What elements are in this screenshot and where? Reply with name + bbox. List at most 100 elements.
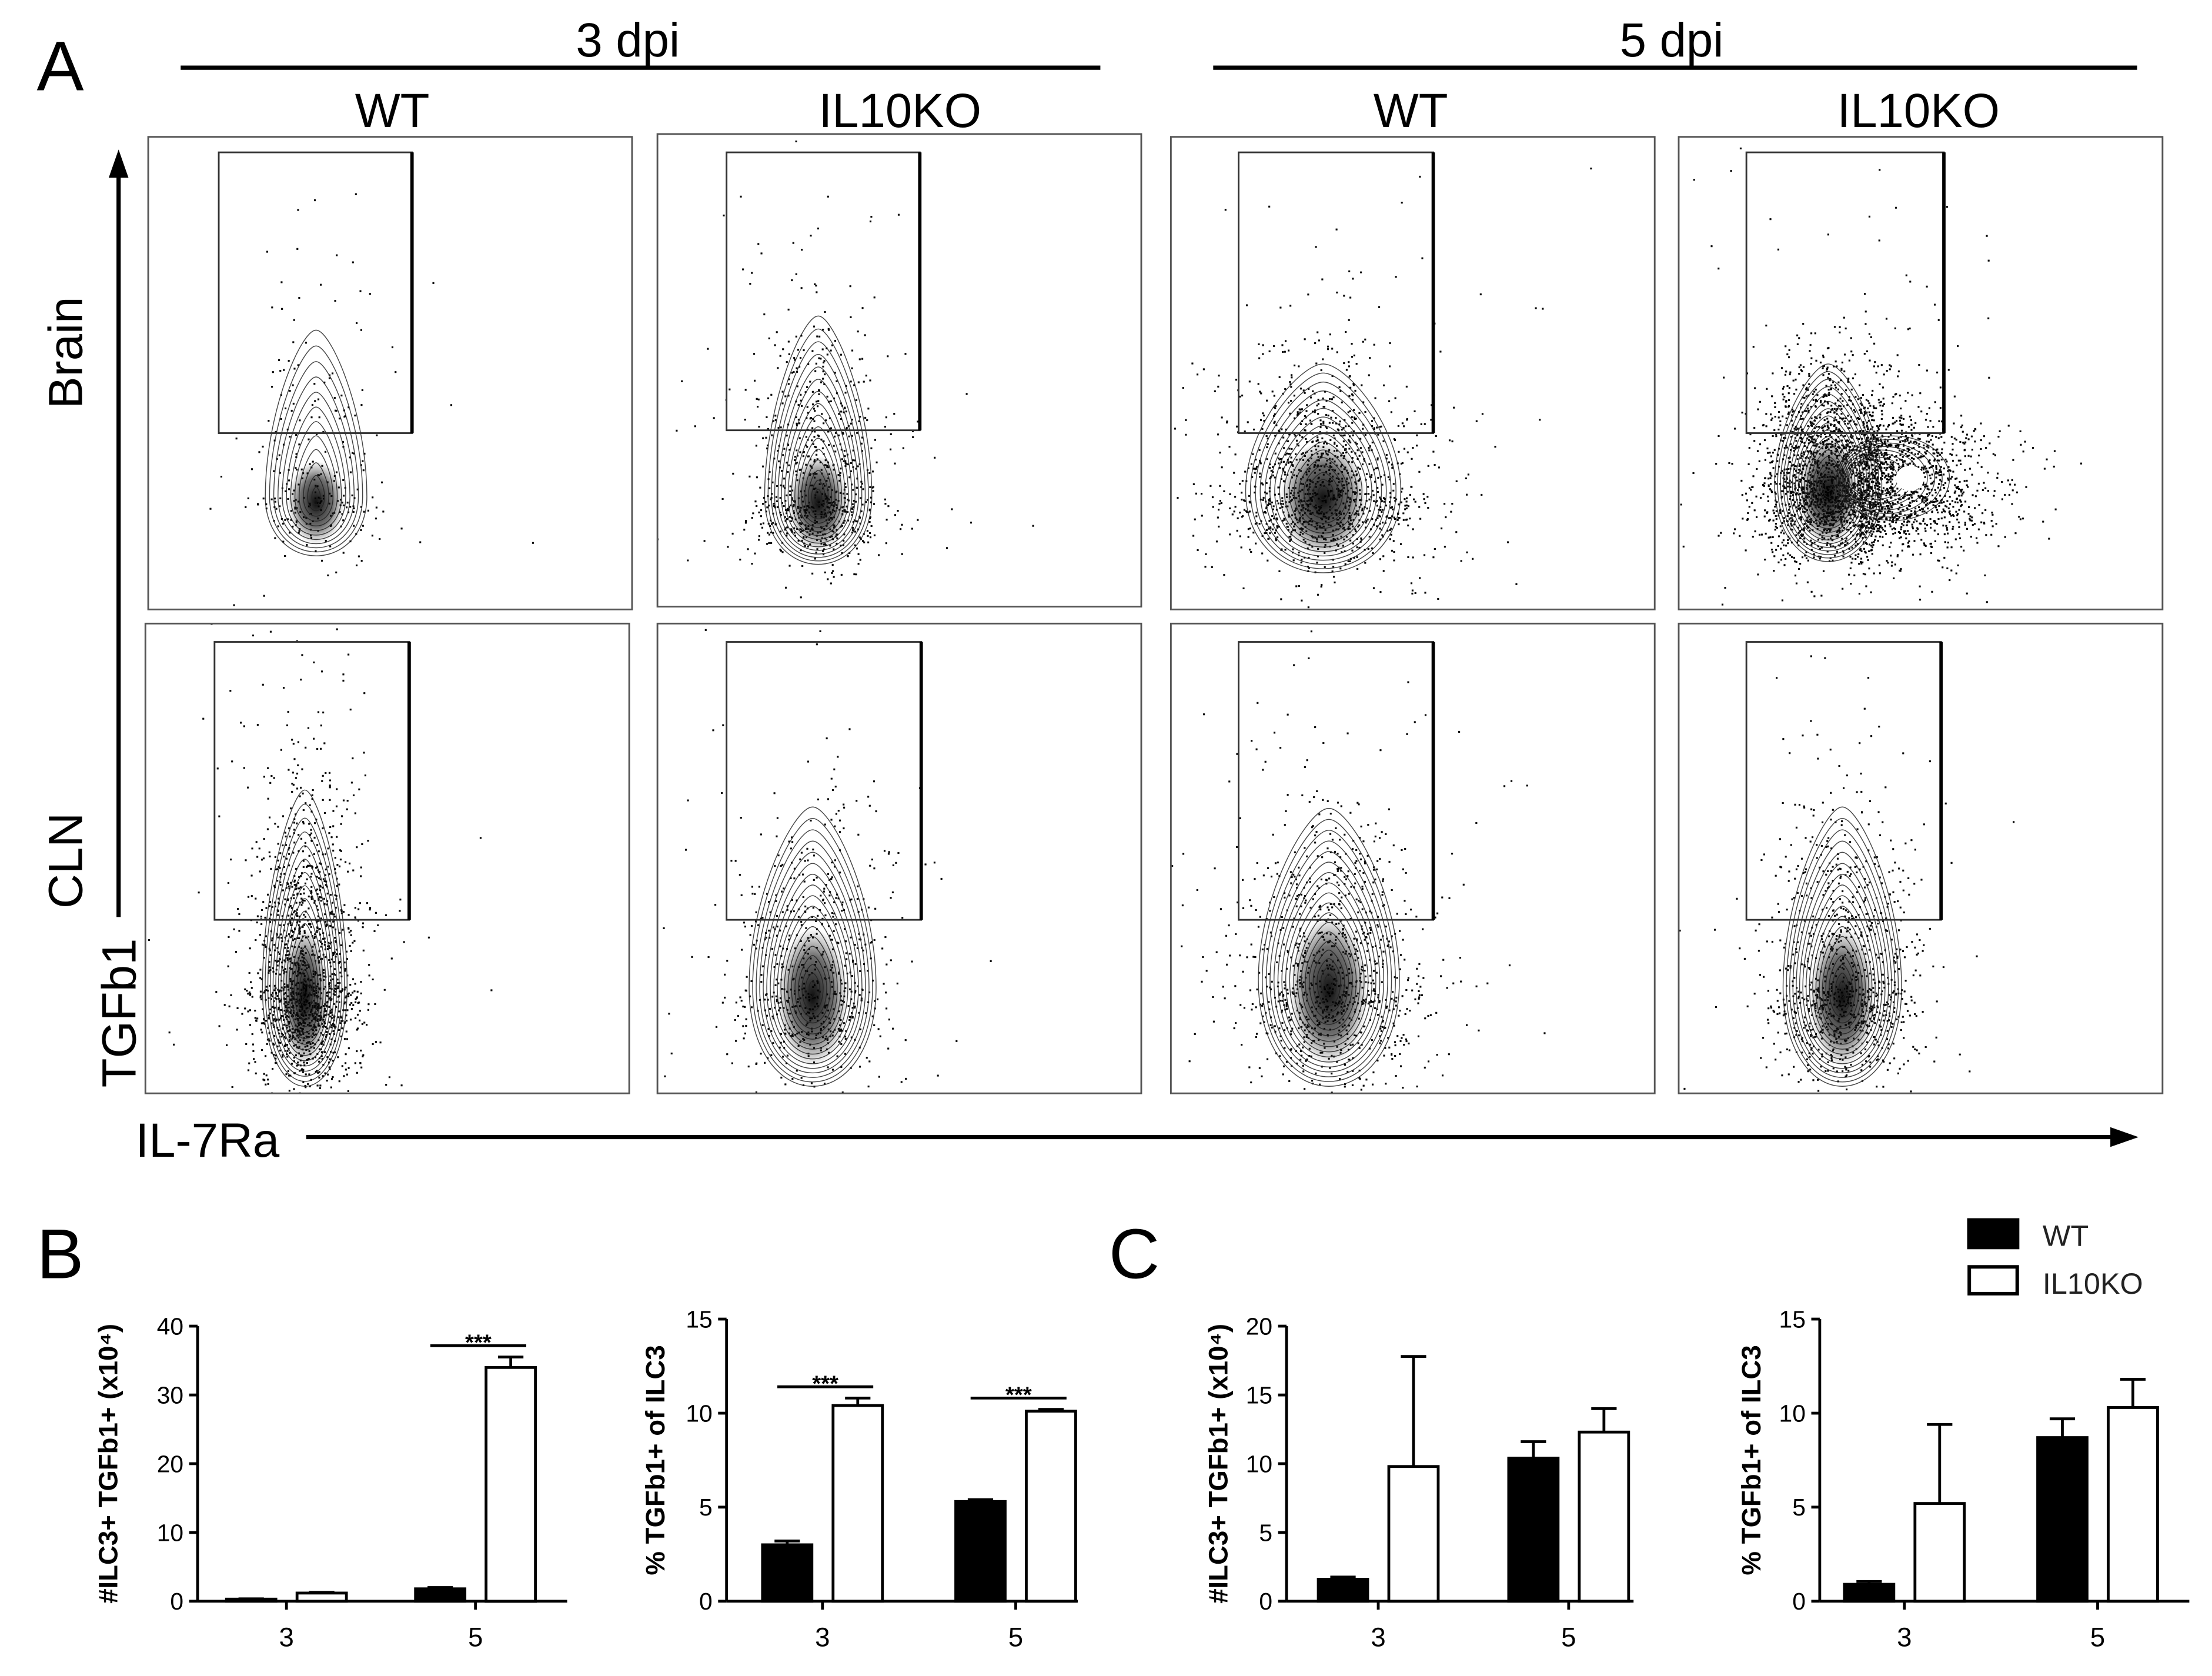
contour-line <box>311 486 321 506</box>
contour-line <box>811 479 826 510</box>
legend-label-il10ko: IL10KO <box>2043 1267 2143 1300</box>
x-tick-label: 3 <box>815 1622 830 1652</box>
bar-il10ko-5 <box>1025 1410 1077 1603</box>
contour-line <box>1786 817 1899 1083</box>
plot-background <box>1678 623 2163 1094</box>
contour-line <box>290 421 342 531</box>
contour-line <box>1320 966 1338 999</box>
contour-line <box>1804 436 1853 525</box>
panel-b-letter: B <box>37 1214 84 1293</box>
contour-line <box>1262 819 1396 1082</box>
panels-b-c: B C WT IL10KO #ILC3+ TGFb1+ (x10⁴) 0 10 20 3… <box>37 1214 2190 1652</box>
y-axis-title: % TGFb1+ of ILC3 <box>640 1345 670 1575</box>
contour-line <box>1815 916 1869 1040</box>
plot-cln-5dpi-wt <box>1170 622 1656 1094</box>
contour-line <box>294 435 338 527</box>
bar-il10ko-3 <box>1913 1502 1966 1603</box>
contour-line <box>299 449 334 522</box>
contour-line <box>774 353 863 555</box>
contour-line <box>773 884 852 1055</box>
plot-density <box>657 629 992 1094</box>
bar-wt-5 <box>954 1500 1007 1603</box>
y-axis-title: #ILC3+ TGFb1+ (x10⁴) <box>1203 1324 1233 1604</box>
y-tick-label: 0 <box>699 1588 713 1615</box>
contour-line <box>1269 840 1388 1073</box>
contour-line <box>752 817 873 1083</box>
chart-b-ilc3-count: #ILC3+ TGFb1+ (x10⁴) 0 10 20 30 40 3 5 *** <box>93 1313 567 1652</box>
contour-line <box>1819 926 1866 1034</box>
plot-background <box>145 623 630 1094</box>
y-tick-label: 40 <box>157 1313 183 1340</box>
contour-line <box>1832 964 1853 1012</box>
contour-line <box>1822 473 1835 498</box>
x-axis-marker-label: IL-7Ra <box>135 1114 279 1167</box>
plot-cln-3dpi-wt <box>144 622 630 1094</box>
plot-cln-3dpi-il10ko <box>656 622 1142 1094</box>
y-axis-title: #ILC3+ TGFb1+ (x10⁴) <box>93 1324 123 1604</box>
plot-density <box>1171 630 1546 1094</box>
contour-line <box>1297 912 1361 1037</box>
contour-line <box>784 390 853 544</box>
contour-line <box>1258 807 1400 1087</box>
contour-line <box>303 462 329 517</box>
x-tick-label: 3 <box>1897 1622 1912 1652</box>
y-tick-label: 0 <box>1792 1588 1806 1615</box>
contour-line <box>749 806 877 1087</box>
contour-line <box>286 910 324 1039</box>
y-tick-label: 20 <box>157 1450 183 1477</box>
contour-line <box>1264 399 1382 557</box>
contour-line <box>307 475 325 512</box>
contour-line <box>791 936 834 1029</box>
plot-density <box>209 193 534 606</box>
y-tick-label: 15 <box>1779 1306 1806 1333</box>
contour-line <box>1812 906 1873 1045</box>
contour-line <box>1313 479 1334 507</box>
bar-il10ko-3 <box>831 1404 884 1603</box>
contour-line <box>791 415 846 536</box>
contour-line <box>777 366 859 551</box>
plot-frame <box>656 133 1142 608</box>
contour-line <box>801 449 836 524</box>
contour-line <box>1245 363 1402 573</box>
contour-line <box>1839 980 1846 998</box>
y-tick-label: 10 <box>686 1400 712 1427</box>
bar-il10ko-3 <box>1387 1465 1440 1603</box>
contour-line <box>1324 974 1334 991</box>
contour-line <box>798 955 827 1018</box>
contour-line <box>1316 958 1341 1006</box>
contour-line <box>1799 863 1886 1064</box>
panel-a-letter: A <box>37 27 84 106</box>
x-tick-label: 5 <box>468 1622 483 1652</box>
contour-line <box>808 980 817 998</box>
plot-background <box>1678 136 2163 610</box>
y-tick-label: 20 <box>1246 1313 1272 1340</box>
chart-c-ilc3-count: #ILC3+ TGFb1+ (x10⁴) 0 5 10 15 20 3 5 <box>1203 1313 1634 1652</box>
flow-cytometry-plots <box>144 133 2164 1094</box>
contour-line <box>797 438 839 528</box>
contour-line <box>282 392 350 540</box>
legend-swatch-wt <box>1967 1218 2020 1250</box>
contour-line <box>273 361 359 549</box>
x-axis-arrow-head <box>2110 1127 2139 1147</box>
plot-cln-5dpi-il10ko <box>1678 622 2164 1094</box>
y-tick-label: 0 <box>1259 1588 1272 1615</box>
contour-line <box>767 328 869 562</box>
plot-density <box>1679 655 2015 1094</box>
y-axis-marker-label: TGFb1 <box>92 939 146 1088</box>
contour-line <box>1774 363 1883 562</box>
density-core <box>281 928 328 1067</box>
panel-a: A 3 dpi 5 dpi WT IL10KO WT IL10KO Brain … <box>37 14 2164 1167</box>
legend: WT IL10KO <box>1967 1218 2143 1300</box>
plot-density <box>1680 147 2083 606</box>
contour-line <box>794 426 843 532</box>
contour-line <box>1837 439 1943 518</box>
contour-line <box>1289 892 1369 1047</box>
contour-line <box>787 926 838 1034</box>
plot-brain-3dpi-wt <box>147 136 633 610</box>
contour-line <box>293 947 316 1021</box>
contour-line <box>1269 408 1377 552</box>
x-tick-label: 5 <box>1561 1622 1576 1652</box>
timepoint-label-3dpi: 3 dpi <box>576 14 680 67</box>
contour-line <box>1782 806 1902 1087</box>
y-tick-label: 0 <box>170 1588 183 1615</box>
